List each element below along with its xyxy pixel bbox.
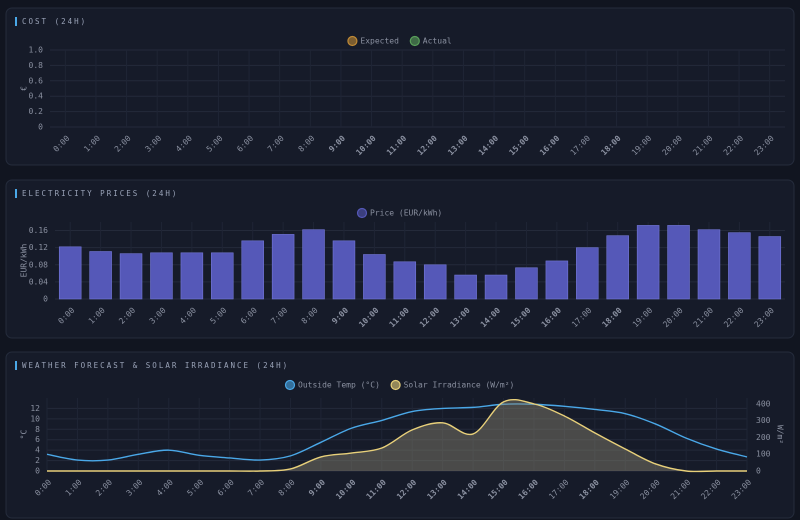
y-tick-label: 0.2: [29, 107, 44, 116]
legend-marker: [356, 207, 368, 219]
bar: [332, 240, 356, 300]
line: [47, 398, 747, 473]
y-axis-label: €: [20, 86, 29, 91]
y2-tick-label: 400: [756, 399, 771, 408]
y-tick-label: 0.8: [29, 61, 44, 70]
title-accent: [15, 189, 17, 198]
y-axis-label: EUR/kWh: [20, 243, 29, 277]
y2-tick-label: 100: [756, 450, 771, 459]
y-tick-label: 8: [35, 425, 40, 434]
line: [46, 403, 748, 462]
legend-marker: [284, 379, 296, 391]
y-tick-label: 2: [35, 456, 40, 465]
y-axis-label: °C: [20, 430, 29, 440]
bar: [89, 251, 112, 300]
panel-title: COST (24H): [22, 17, 87, 26]
bar: [150, 252, 173, 300]
bar: [758, 236, 782, 300]
bar: [241, 240, 264, 300]
legend-label: Expected: [360, 37, 399, 46]
y-tick-label: 0.6: [29, 76, 44, 85]
bar: [119, 253, 143, 300]
y-tick-label: 1.0: [29, 46, 44, 55]
y2-axis-label: W/m²: [776, 425, 785, 444]
bar: [363, 254, 386, 300]
y2-tick-label: 0: [756, 467, 761, 476]
legend-label: Price (EUR/kWh): [370, 209, 442, 218]
legend-label: Solar Irradiance (W/m²): [404, 381, 515, 390]
y-tick-label: 0.12: [29, 243, 48, 252]
y-tick-label: 0.08: [29, 260, 48, 269]
y-tick-label: 0.04: [29, 277, 48, 286]
area: [47, 399, 747, 472]
y-tick-label: 10: [30, 414, 40, 423]
title-accent: [15, 17, 17, 26]
y-tick-label: 0: [38, 123, 43, 132]
bar: [271, 234, 295, 300]
legend-label: Actual: [423, 37, 452, 46]
bar: [636, 225, 660, 300]
y-tick-label: 12: [30, 404, 40, 413]
bar: [423, 264, 447, 300]
y2-tick-label: 200: [756, 433, 771, 442]
y-tick-label: 0.4: [29, 92, 44, 101]
bar: [302, 229, 325, 300]
bar: [211, 252, 234, 300]
panel: [5, 351, 795, 519]
y-tick-label: 0.16: [29, 226, 48, 235]
y-tick-label: 6: [35, 435, 40, 444]
bar: [454, 274, 477, 300]
y2-tick-label: 300: [756, 416, 771, 425]
panel-title: WEATHER FORECAST & SOLAR IRRADIANCE (24H…: [22, 361, 289, 370]
y-tick-label: 0: [43, 295, 48, 304]
bar: [180, 252, 204, 300]
bar: [697, 229, 721, 300]
bar: [58, 246, 82, 300]
legend-marker: [409, 35, 420, 47]
legend-label: Outside Temp (°C): [298, 381, 380, 390]
y-tick-label: 0: [35, 467, 40, 476]
panel-title: ELECTRICITY PRICES (24H): [22, 189, 178, 198]
y-tick-label: 4: [35, 446, 40, 455]
bar: [515, 267, 538, 300]
bar: [393, 261, 417, 300]
bar: [576, 247, 599, 300]
title-accent: [15, 361, 17, 370]
bar: [484, 274, 508, 300]
bar: [545, 260, 569, 300]
bar: [667, 225, 690, 300]
legend-marker: [347, 35, 358, 47]
bar: [606, 235, 629, 300]
legend-marker: [390, 379, 401, 391]
panel: [5, 7, 795, 166]
bar: [728, 232, 751, 300]
